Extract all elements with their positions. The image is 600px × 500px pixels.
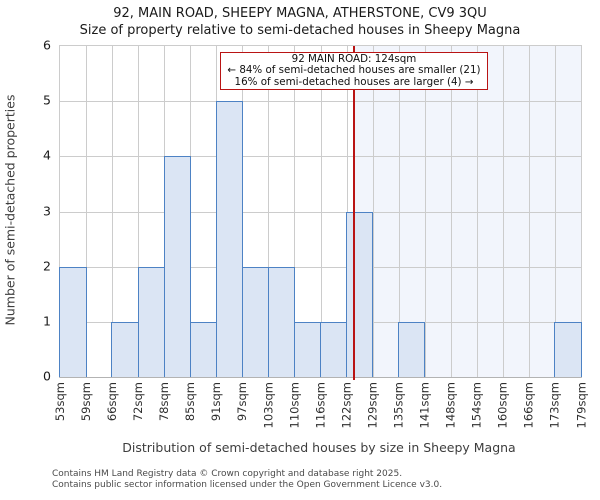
histogram-bar bbox=[163, 156, 191, 377]
y-tick-label: 6 bbox=[43, 37, 51, 53]
histogram-bar bbox=[189, 321, 217, 377]
histogram-bar bbox=[398, 321, 426, 377]
y-tick-label: 2 bbox=[43, 258, 51, 274]
y-axis-label: Number of semi-detached properties bbox=[2, 94, 18, 326]
x-axis-label: Distribution of semi-detached houses by … bbox=[122, 440, 516, 455]
histogram-bar bbox=[111, 321, 139, 377]
footer-attribution: Contains HM Land Registry data © Crown c… bbox=[52, 469, 442, 490]
footer-line-1: Contains HM Land Registry data © Crown c… bbox=[52, 469, 403, 479]
histogram-bar bbox=[137, 266, 165, 377]
histogram-bar bbox=[345, 211, 374, 377]
histogram-bar bbox=[293, 321, 322, 377]
chart-title: 92, MAIN ROAD, SHEEPY MAGNA, ATHERSTONE,… bbox=[113, 6, 487, 21]
annotation-property-line: 92 MAIN ROAD: 124sqm bbox=[291, 53, 417, 65]
histogram-bar bbox=[267, 266, 296, 377]
marker-annotation-box: 92 MAIN ROAD: 124sqm ← 84% of semi-detac… bbox=[220, 52, 488, 90]
annotation-smaller-line: ← 84% of semi-detached houses are smalle… bbox=[227, 64, 481, 77]
y-tick-label: 0 bbox=[43, 368, 51, 384]
chart-subtitle: Size of property relative to semi-detach… bbox=[79, 23, 521, 38]
annotation-larger-line: 16% of semi-detached houses are larger (… bbox=[234, 75, 474, 88]
horizontal-gridline bbox=[60, 156, 581, 158]
histogram-bar bbox=[241, 266, 270, 377]
horizontal-gridline bbox=[60, 266, 581, 268]
histogram-bar bbox=[59, 266, 87, 377]
histogram-bar bbox=[215, 101, 243, 377]
histogram-bar bbox=[319, 321, 348, 377]
y-tick-label: 5 bbox=[43, 92, 51, 108]
histogram-bar bbox=[554, 321, 582, 377]
y-tick-label: 4 bbox=[43, 147, 51, 163]
horizontal-gridline bbox=[60, 101, 581, 103]
horizontal-gridline bbox=[60, 211, 581, 213]
y-tick-label: 1 bbox=[43, 313, 51, 329]
property-marker-line bbox=[353, 46, 355, 380]
plot-area: 92 MAIN ROAD: 124sqm ← 84% of semi-detac… bbox=[59, 45, 582, 380]
y-tick-label: 3 bbox=[43, 203, 51, 218]
footer-line-2: Contains public sector information licen… bbox=[52, 479, 443, 490]
